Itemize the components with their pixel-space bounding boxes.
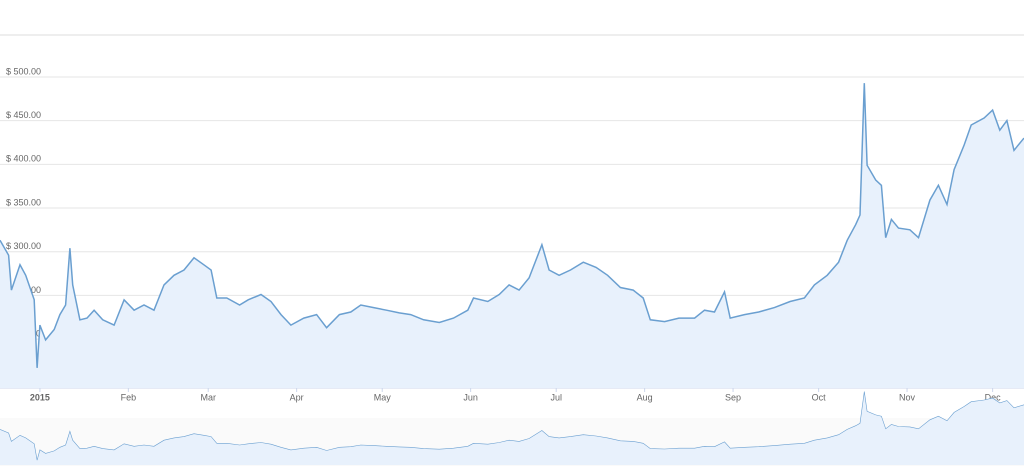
x-tick-label: May bbox=[374, 392, 392, 402]
x-tick-label: 2015 bbox=[30, 392, 50, 402]
x-tick-label: Jul bbox=[550, 392, 562, 402]
y-tick-label: $ 500.00 bbox=[6, 66, 41, 76]
y-tick-label: $ 400.00 bbox=[6, 154, 41, 164]
x-tick-label: Dec bbox=[985, 392, 1002, 402]
y-tick-label: $ 300.00 bbox=[6, 241, 41, 251]
y-tick-label: $ 350.00 bbox=[6, 197, 41, 207]
navigator-line bbox=[0, 391, 1024, 461]
x-tick-label: Jun bbox=[463, 392, 478, 402]
series-line bbox=[0, 83, 1024, 368]
x-tick-label: Sep bbox=[725, 392, 741, 402]
x-tick-label: Oct bbox=[812, 392, 827, 402]
y-tick-label: $ 450.00 bbox=[6, 110, 41, 120]
x-tick-label: Apr bbox=[290, 392, 304, 402]
navigator-area bbox=[0, 391, 1024, 465]
x-tick-label: Mar bbox=[200, 392, 216, 402]
x-tick-label: Aug bbox=[637, 392, 653, 402]
series-area bbox=[0, 83, 1024, 388]
x-tick-label: Nov bbox=[899, 392, 916, 402]
x-tick-label: Feb bbox=[121, 392, 137, 402]
